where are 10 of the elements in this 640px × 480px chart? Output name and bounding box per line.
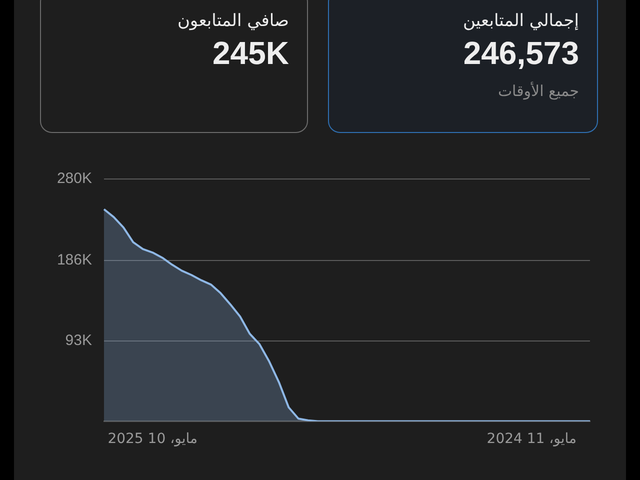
y-tick-label: 93K xyxy=(65,332,92,349)
y-tick-label: 280K xyxy=(56,170,92,188)
text: جميع الأوقات xyxy=(496,82,579,100)
text: 245K xyxy=(212,35,289,72)
text: إجمالي المتابعين xyxy=(462,11,579,31)
y-tick-label: 186K xyxy=(56,251,92,268)
x-tick-label: مايو، 11 2024 xyxy=(486,431,577,448)
x-tick-label: مايو، 10 2025 xyxy=(108,431,198,448)
text: صافي المتابعون xyxy=(176,11,289,31)
text: 246,573 xyxy=(462,35,579,72)
